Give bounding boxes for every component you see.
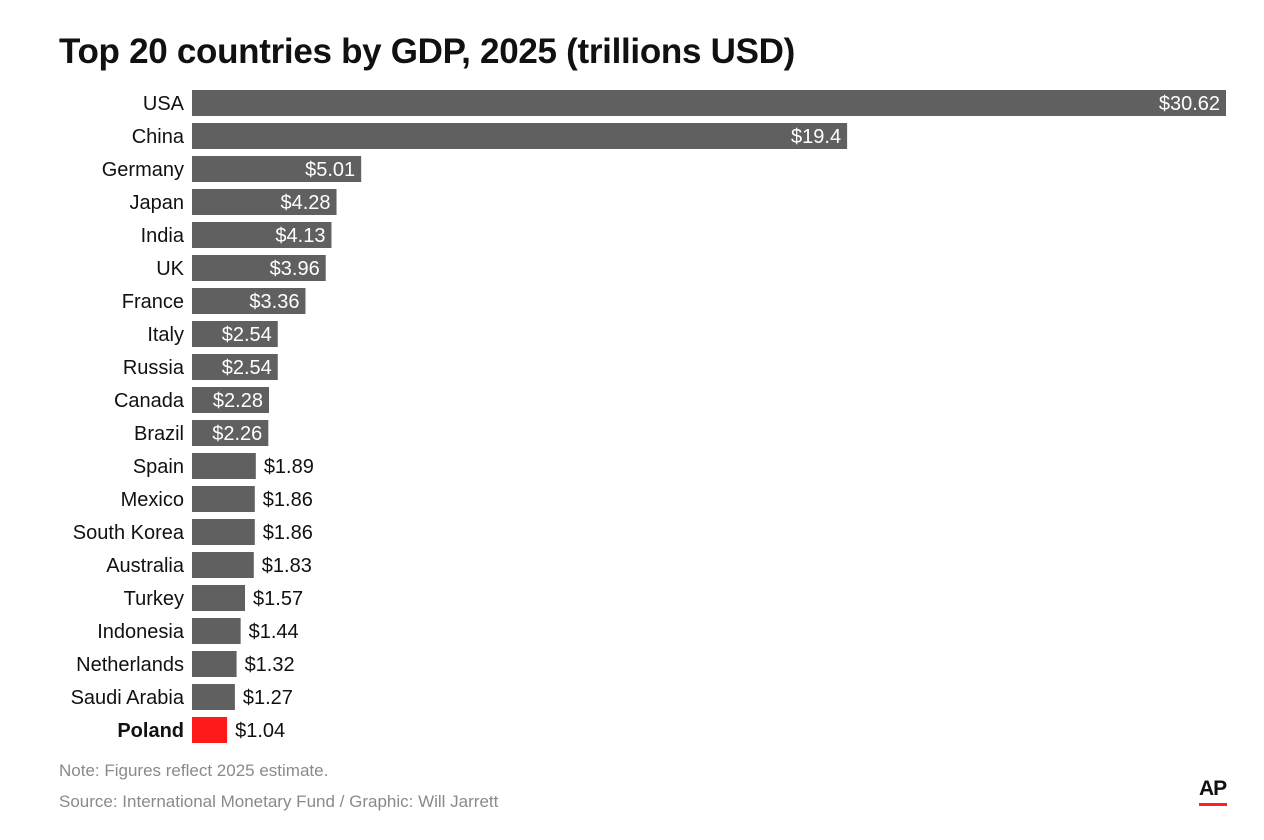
bar-turkey (192, 585, 246, 611)
bar-saudi-arabia (192, 684, 235, 710)
value-label: $1.04 (235, 720, 285, 742)
category-label: France (122, 291, 184, 313)
value-label: $1.89 (264, 456, 314, 478)
category-label: Italy (147, 324, 184, 346)
category-label: Poland (117, 720, 184, 742)
category-label: Turkey (124, 588, 184, 610)
value-label: $2.28 (213, 390, 263, 412)
bar-uk (192, 255, 326, 281)
value-label: $30.62 (1159, 93, 1220, 115)
bar-australia (192, 552, 254, 578)
value-label: $1.86 (263, 489, 313, 511)
value-label: $3.36 (249, 291, 299, 313)
bar-japan (192, 189, 337, 215)
chart-note: Note: Figures reflect 2025 estimate. (59, 761, 329, 780)
category-label: Netherlands (76, 654, 184, 676)
bar-brazil (192, 420, 269, 446)
bar-india (192, 222, 332, 248)
value-label: $2.54 (222, 357, 272, 379)
bar-italy (192, 321, 278, 347)
category-label: UK (156, 258, 184, 280)
bar-russia (192, 354, 278, 380)
bar-canada (192, 387, 269, 413)
bar-south-korea (192, 519, 255, 545)
category-label: Saudi Arabia (71, 687, 185, 709)
category-label: USA (143, 93, 185, 115)
value-label: $2.26 (212, 423, 262, 445)
value-label: $1.83 (262, 555, 312, 577)
bar-indonesia (192, 618, 241, 644)
bar-mexico (192, 486, 255, 512)
value-label: $2.54 (222, 324, 272, 346)
value-label: $3.96 (270, 258, 320, 280)
bar-france (192, 288, 306, 314)
bar-chart: USA $30.62 China $19.4 Germany $5.01 Japan $4.2… (71, 90, 1226, 743)
value-label: $1.57 (253, 588, 303, 610)
bar-spain (192, 453, 256, 479)
value-label: $4.28 (280, 192, 330, 214)
value-label: $1.32 (245, 654, 295, 676)
bar-usa (192, 90, 1226, 116)
category-label: Russia (123, 357, 185, 379)
category-label: Japan (130, 192, 185, 214)
category-label: Brazil (134, 423, 184, 445)
category-label: South Korea (73, 522, 185, 544)
category-label: Indonesia (97, 621, 185, 643)
category-label: Mexico (121, 489, 184, 511)
category-label: Australia (106, 555, 185, 577)
category-label: Spain (133, 456, 184, 478)
value-label: $1.86 (263, 522, 313, 544)
category-label: Germany (102, 159, 184, 181)
chart-title: Top 20 countries by GDP, 2025 (trillions… (59, 32, 795, 71)
chart-source: Source: International Monetary Fund / Gr… (59, 792, 499, 811)
value-label: $1.27 (243, 687, 293, 709)
ap-logo: AP (1199, 778, 1229, 806)
category-label: India (141, 225, 185, 247)
category-label: China (132, 126, 185, 148)
value-label: $19.4 (791, 126, 841, 148)
value-label: $5.01 (305, 159, 355, 181)
bar-germany (192, 156, 362, 182)
bar-poland (192, 717, 228, 743)
category-label: Canada (114, 390, 185, 412)
bar-china (192, 123, 848, 149)
value-label: $4.13 (275, 225, 325, 247)
value-label: $1.44 (249, 621, 299, 643)
bar-netherlands (192, 651, 237, 677)
